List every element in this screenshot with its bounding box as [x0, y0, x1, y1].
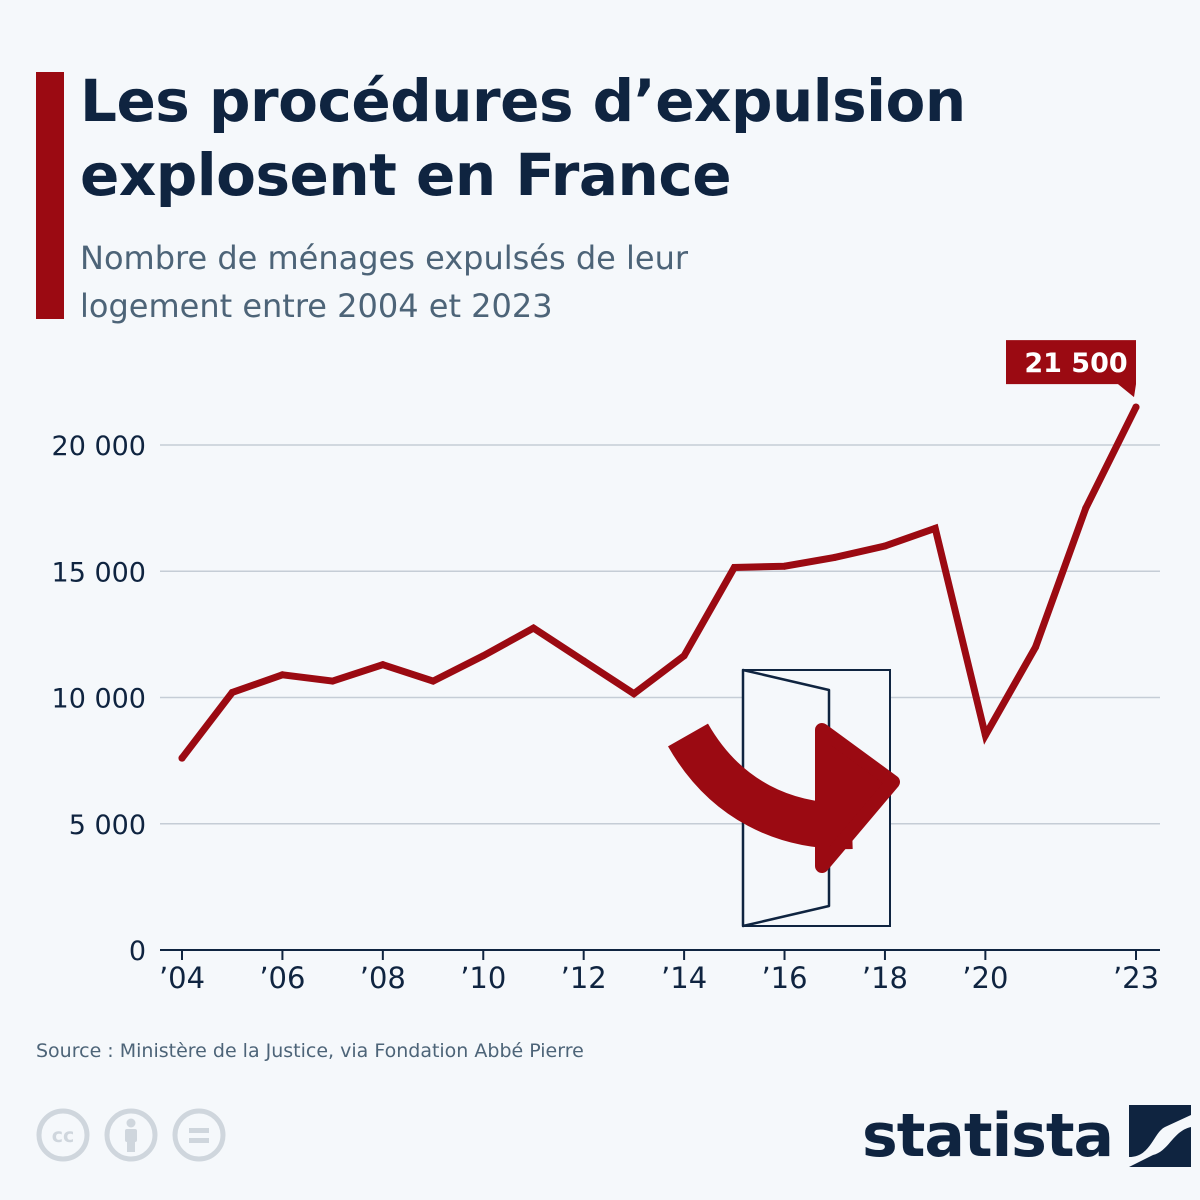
data-point: [831, 553, 839, 561]
data-point: [580, 657, 588, 665]
data-point: [1132, 403, 1140, 411]
x-tick-label: ’08: [360, 961, 406, 995]
data-point: [931, 524, 939, 532]
y-axis-tick-labels: 0 5 000 10 000 15 000 20 000: [52, 431, 146, 967]
title-line-2: explosent en France: [80, 141, 732, 209]
x-tick-label: ’06: [259, 961, 305, 995]
source-note: Source : Ministère de la Justice, via Fo…: [36, 1040, 584, 1062]
y-tick-label: 20 000: [52, 431, 146, 462]
statista-logo: statista: [862, 1096, 1192, 1176]
callout-box: [1006, 340, 1136, 398]
no-derivatives-icon: [172, 1108, 226, 1162]
series-group: [178, 403, 1140, 762]
data-point: [781, 562, 789, 570]
x-tick-label: ’18: [862, 961, 908, 995]
data-point: [228, 688, 236, 696]
y-tick-label: 10 000: [52, 684, 146, 715]
x-tick-label: ’04: [159, 961, 205, 995]
page-title: Les procédures d’expulsion explosent en …: [80, 64, 1160, 212]
creative-commons-icon: cc: [36, 1108, 90, 1162]
x-tick-label: ’12: [561, 961, 607, 995]
data-point: [881, 542, 889, 550]
data-point: [178, 754, 186, 762]
title-accent-bar: [36, 72, 64, 319]
subtitle-line-1: Nombre de ménages expulsés de leur: [80, 239, 689, 277]
y-tick-label: 15 000: [52, 557, 146, 588]
x-tick-label: ’14: [661, 961, 707, 995]
data-point: [329, 677, 337, 685]
data-point: [1082, 504, 1090, 512]
x-tick-label: ’10: [460, 961, 506, 995]
y-tick-label: 5 000: [69, 810, 146, 841]
data-point: [1032, 643, 1040, 651]
data-point: [479, 652, 487, 660]
x-tick-label: ’20: [962, 961, 1008, 995]
data-point: [680, 652, 688, 660]
statista-mark-icon: [1129, 1105, 1192, 1167]
gridlines: [160, 444, 1160, 825]
y-tick-label: 0: [129, 936, 146, 967]
license-icons: cc: [36, 1108, 226, 1162]
x-tick-label: ’23: [1113, 961, 1159, 995]
svg-text:cc: cc: [52, 1125, 75, 1147]
data-point: [429, 677, 437, 685]
x-tick-label: ’16: [761, 961, 807, 995]
value-callout: 21 500: [1006, 340, 1136, 398]
brand-name: statista: [862, 1101, 1114, 1171]
data-point: [730, 563, 738, 571]
data-point: [278, 671, 286, 679]
door-exit-icon: [668, 668, 900, 928]
callout-label: 21 500: [1024, 348, 1127, 379]
attribution-icon: [104, 1108, 158, 1162]
data-point: [981, 731, 989, 739]
series-line: [178, 403, 1140, 762]
page-subtitle: Nombre de ménages expulsés de leur logem…: [80, 234, 1080, 330]
data-point: [379, 661, 387, 669]
data-point: [630, 690, 638, 698]
x-axis: ’04 ’06 ’08 ’10 ’12 ’14 ’16 ’18 ’20 ’23: [159, 949, 1160, 995]
data-point: [529, 624, 537, 632]
title-line-1: Les procédures d’expulsion: [80, 67, 966, 135]
subtitle-line-2: logement entre 2004 et 2023: [80, 287, 553, 325]
